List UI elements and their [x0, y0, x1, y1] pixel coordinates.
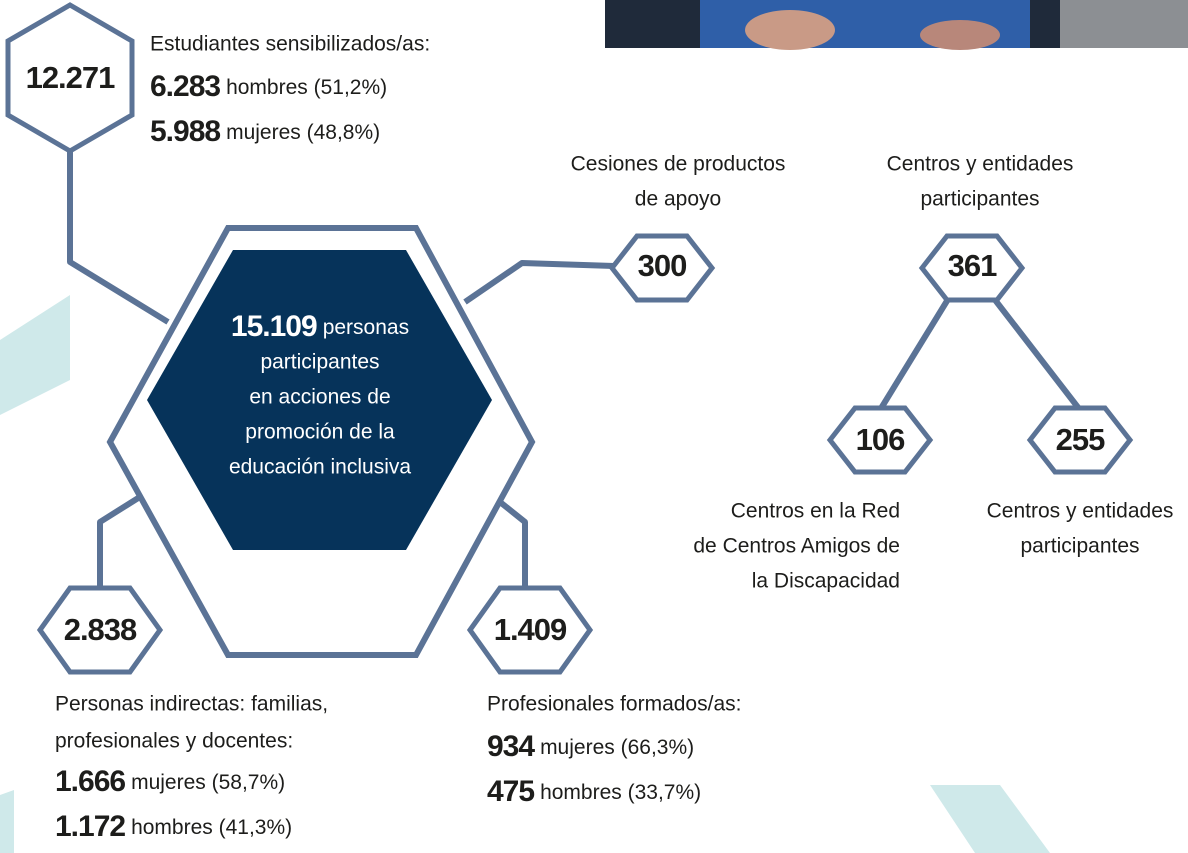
node-value: 2.838 [64, 612, 137, 647]
breakdown-value: 6.283 [150, 70, 220, 103]
node-label: profesionales y docentes: [55, 730, 293, 753]
hexagon [5, 2, 135, 154]
node-value: 300 [638, 248, 687, 283]
center-hex [147, 250, 492, 550]
connector [877, 294, 953, 412]
breakdown: 1.172 hombres (41,3%) [55, 810, 292, 843]
center-line: 15.109 personas [231, 310, 409, 343]
breakdown-label: hombres (51,2%) [226, 76, 387, 99]
node-value: 361 [948, 248, 997, 283]
node-label: participantes [920, 188, 1039, 211]
node-value: 1.409 [494, 612, 567, 647]
breakdown: 475 hombres (33,7%) [487, 775, 701, 808]
decor-shape [0, 295, 70, 415]
hexagon [36, 585, 164, 675]
connector [989, 294, 1083, 412]
center-value: 15.109 [231, 310, 317, 343]
node-label: de Centros Amigos de [693, 535, 900, 558]
breakdown-label: mujeres (48,8%) [226, 121, 380, 144]
node-label: Centros y entidades [887, 153, 1074, 176]
breakdown-label: mujeres (66,3%) [540, 736, 694, 759]
breakdown-label: hombres (41,3%) [131, 816, 292, 839]
breakdown-label: hombres (33,7%) [540, 781, 701, 804]
center-line: en acciones de [249, 386, 390, 409]
connector [463, 260, 615, 305]
breakdown-value: 934 [487, 730, 535, 763]
node-value: 12.271 [26, 60, 116, 95]
decor-shape [930, 785, 1050, 853]
breakdown-label: mujeres (58,7%) [131, 771, 285, 794]
node-value: 106 [856, 422, 905, 457]
connector [67, 150, 170, 325]
decor-shape [0, 790, 14, 853]
center-line: educación inclusiva [229, 456, 411, 479]
hexagon [826, 405, 934, 475]
node-label: de apoyo [635, 188, 721, 211]
breakdown: 6.283 hombres (51,2%) [150, 70, 387, 103]
breakdown-value: 475 [487, 775, 534, 808]
breakdown: 1.666 mujeres (58,7%) [55, 765, 285, 798]
center-line: participantes [260, 351, 379, 374]
center-line: personas [323, 316, 409, 339]
node-title: Estudiantes sensibilizados/as: [150, 33, 430, 56]
node-label: participantes [1020, 535, 1139, 558]
node-label: Personas indirectas: familias, [55, 693, 328, 716]
center-line: promoción de la [245, 421, 395, 444]
node-label: Centros y entidades [987, 500, 1174, 523]
breakdown: 5.988 mujeres (48,8%) [150, 115, 380, 148]
breakdown-value: 1.172 [55, 810, 125, 843]
breakdown-value: 1.666 [55, 765, 125, 798]
node-title: Profesionales formados/as: [487, 693, 741, 716]
node-label: la Discapacidad [752, 570, 900, 593]
node-label: Centros en la Red [731, 500, 900, 523]
hexagon [466, 585, 594, 675]
node-label: Cesiones de productos [571, 153, 786, 176]
node-value: 255 [1056, 422, 1105, 457]
hexagon [918, 233, 1026, 303]
hexagon [1026, 405, 1134, 475]
breakdown: 934 mujeres (66,3%) [487, 730, 694, 763]
breakdown-value: 5.988 [150, 115, 220, 148]
photo [605, 0, 1188, 50]
hexagon [608, 233, 716, 303]
